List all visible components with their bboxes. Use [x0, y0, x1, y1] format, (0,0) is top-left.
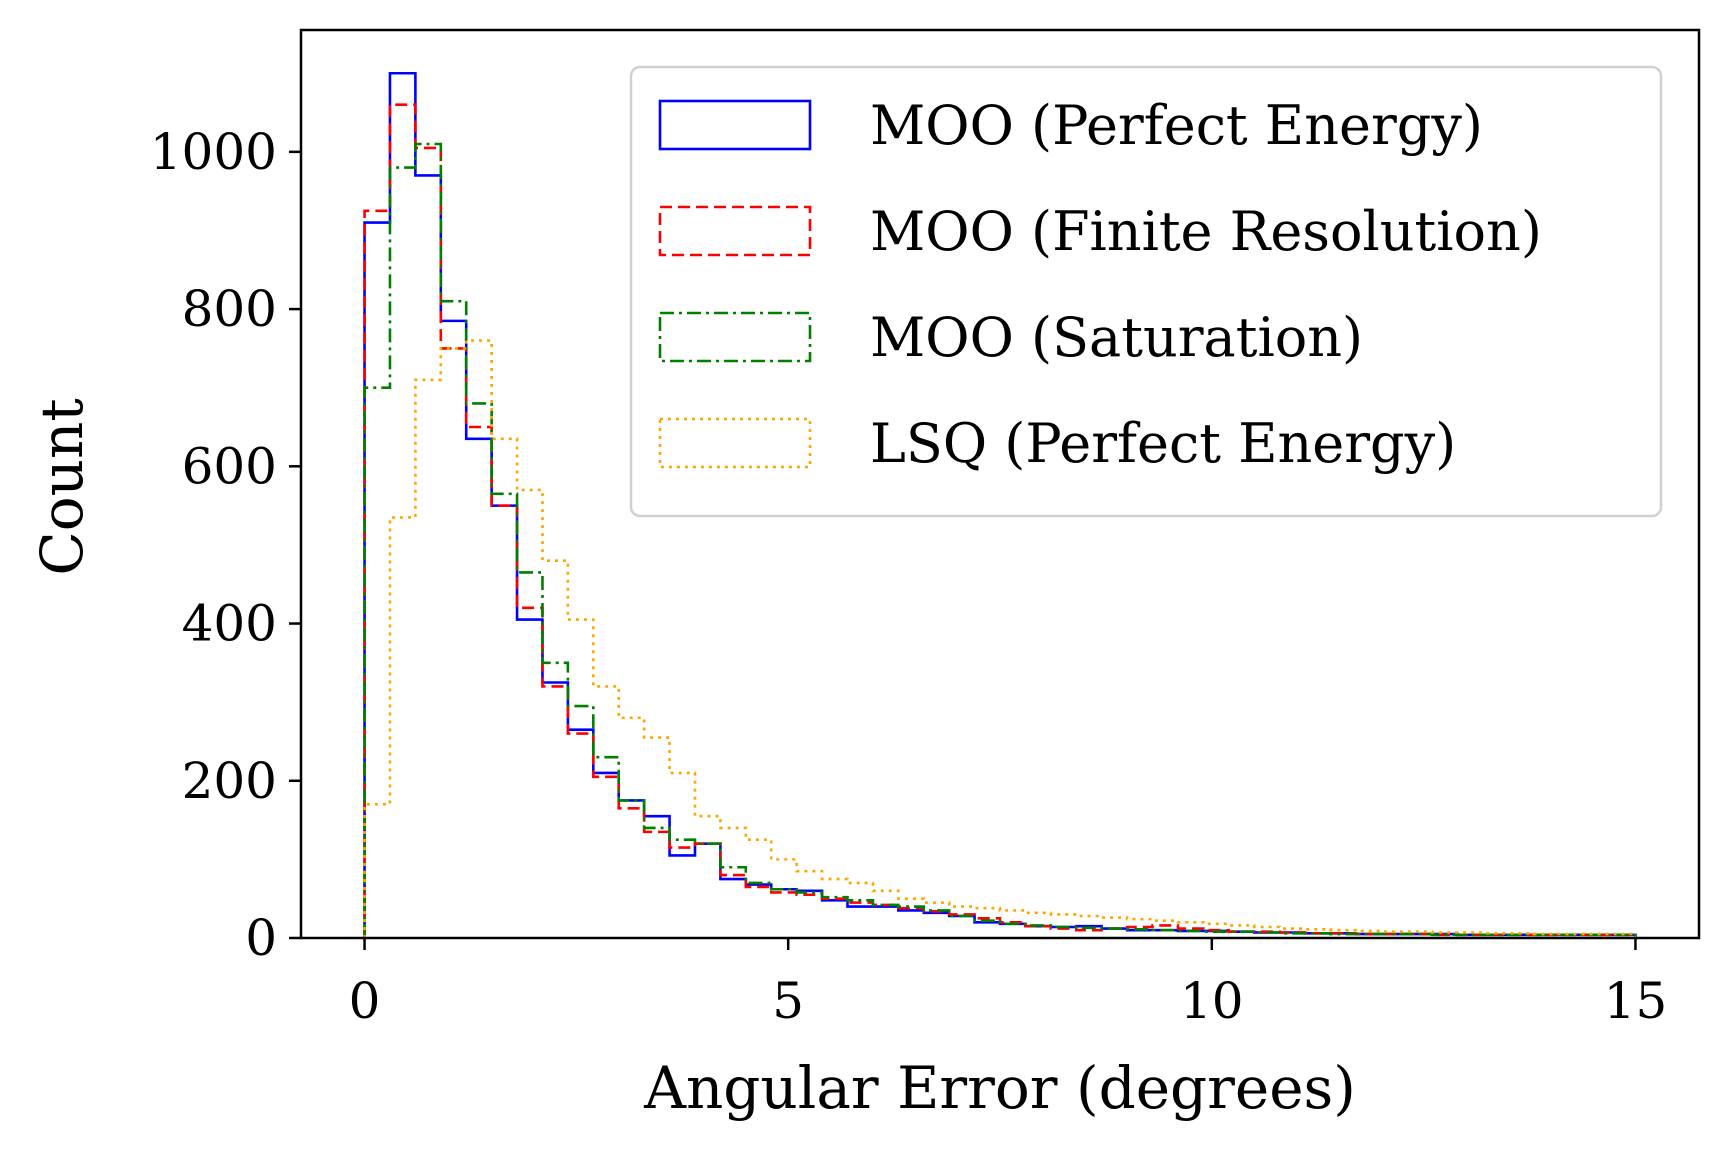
x-axis: 0 5 10 15	[349, 938, 1668, 1030]
legend-swatch	[658, 417, 812, 469]
y-tick-label: 0	[245, 909, 277, 967]
legend: MOO (Perfect Energy) MOO (Finite Resoluti…	[629, 65, 1663, 518]
x-tick-label: 15	[1604, 972, 1668, 1030]
x-tick-label: 5	[772, 972, 804, 1030]
series-4-outline	[363, 339, 1637, 938]
x-tick-label: 0	[349, 972, 381, 1030]
y-tick-label: 800	[182, 280, 277, 338]
legend-label: MOO (Perfect Energy)	[870, 94, 1483, 157]
y-axis-title: Count	[28, 398, 96, 575]
legend-swatch	[658, 99, 812, 151]
legend-label: MOO (Finite Resolution)	[870, 200, 1542, 263]
legend-label: LSQ (Perfect Energy)	[870, 412, 1456, 475]
legend-label: MOO (Saturation)	[870, 306, 1363, 369]
y-tick-label: 1000	[150, 123, 277, 181]
y-tick-label: 600	[182, 437, 277, 495]
y-tick-label: 200	[182, 752, 277, 810]
legend-swatch	[658, 311, 812, 363]
plot-frame	[299, 28, 1701, 940]
series-3-outline	[363, 142, 1637, 938]
x-tick-label: 10	[1180, 972, 1244, 1030]
legend-swatch	[658, 205, 812, 257]
x-axis-title: Angular Error (degrees)	[643, 1054, 1356, 1122]
y-axis: 0 200 400 600 800 1000	[150, 123, 301, 967]
series-layer	[363, 71, 1637, 938]
legend-box	[629, 65, 1663, 518]
y-tick-label: 400	[182, 595, 277, 653]
